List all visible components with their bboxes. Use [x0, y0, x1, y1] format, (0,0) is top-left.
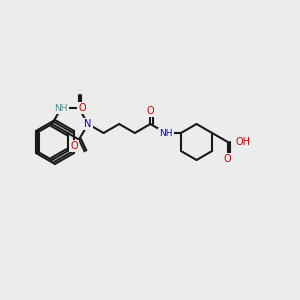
Text: NH: NH: [54, 104, 68, 113]
Text: NH: NH: [159, 128, 173, 137]
Text: O: O: [146, 106, 154, 116]
Text: O: O: [70, 141, 78, 151]
Text: OH: OH: [236, 137, 251, 147]
Text: N: N: [84, 119, 92, 129]
Text: O: O: [224, 154, 232, 164]
Text: O: O: [78, 103, 86, 113]
